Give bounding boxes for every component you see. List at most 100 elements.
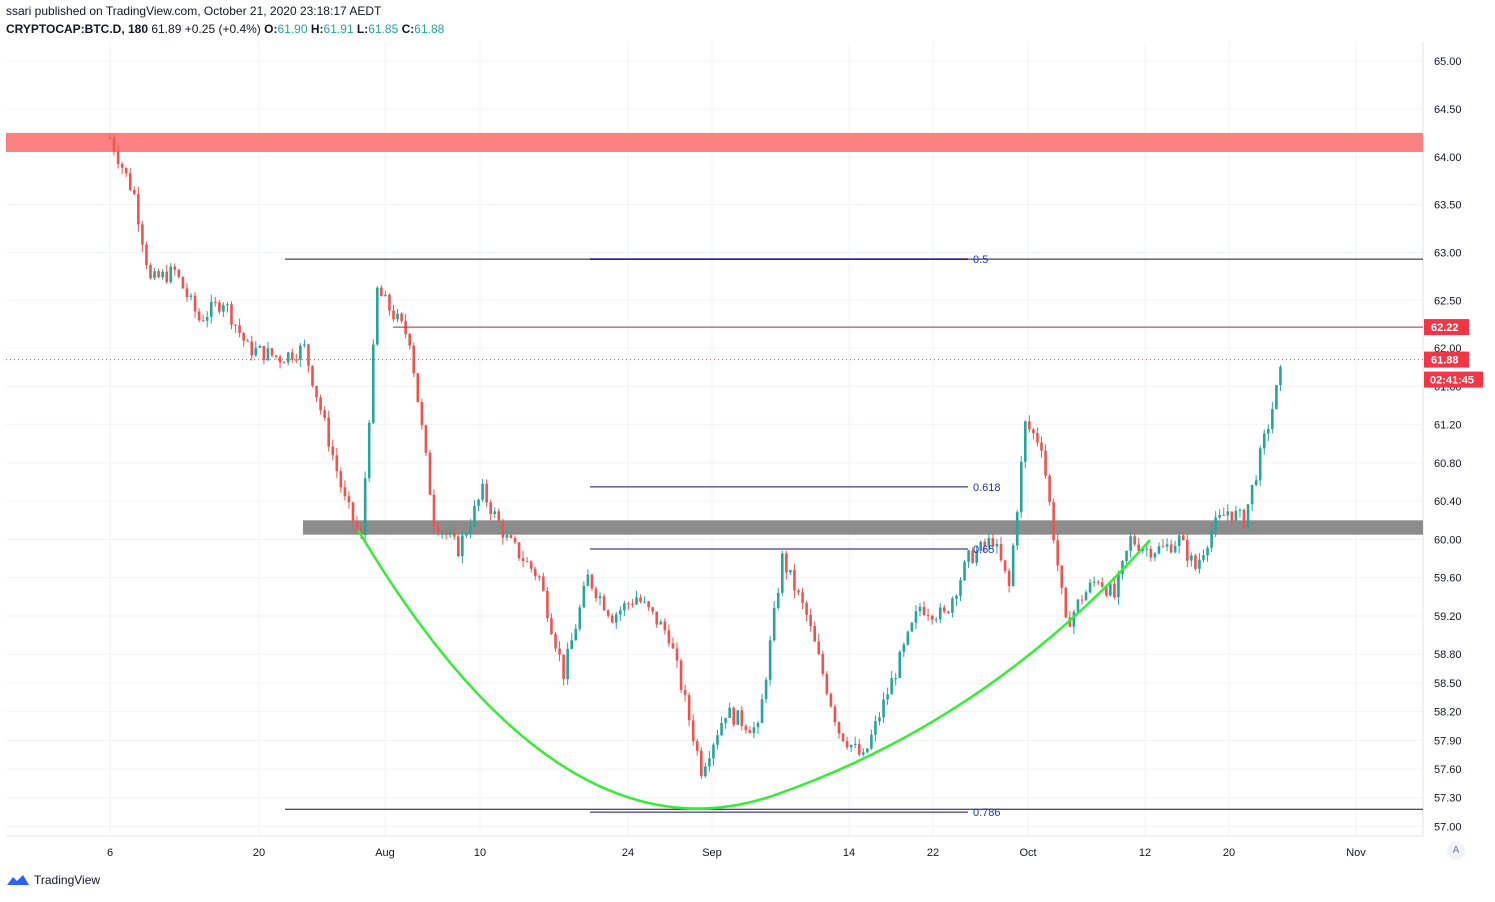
time-axis[interactable]: 6 20 Aug 10 24 Sep 14 22 Oct 12 20 Nov	[107, 847, 1366, 859]
candle-body	[380, 287, 383, 297]
candle-body	[853, 744, 857, 746]
candle-body	[862, 752, 865, 755]
candle-body	[870, 734, 873, 749]
candle-body	[270, 348, 274, 356]
candle-body	[432, 494, 436, 527]
candle-body	[1052, 502, 1055, 541]
candle-body	[396, 313, 399, 320]
candle-body	[513, 537, 517, 543]
high-value: 61.91	[323, 22, 354, 36]
candle-body	[546, 590, 549, 619]
price-tick-label: 63.00	[1434, 247, 1462, 259]
time-tick-label: Oct	[1019, 847, 1036, 859]
time-tick-label: 14	[843, 847, 855, 859]
candle-body	[1186, 540, 1189, 561]
price-axis[interactable]: 65.0064.5064.0063.5063.0062.5062.0061.60…	[1424, 56, 1483, 833]
price-tick-label: 61.20	[1434, 420, 1462, 432]
support-zone	[303, 520, 1423, 535]
candle-body	[327, 417, 330, 447]
candle-body	[197, 311, 201, 321]
candle-body	[594, 588, 598, 599]
candle-body	[493, 511, 497, 515]
candle-body	[1080, 599, 1084, 601]
candle-body	[290, 352, 294, 360]
candle-body	[716, 735, 719, 745]
price-tick-label: 59.60	[1434, 573, 1462, 585]
candle-body	[311, 365, 314, 386]
candle-body	[262, 346, 266, 361]
level-price-tag-bg	[1424, 319, 1469, 336]
candle-body	[1234, 510, 1238, 521]
candle-body	[890, 678, 893, 695]
candle-body	[181, 276, 185, 289]
candle-body	[712, 744, 715, 759]
candle-body	[1198, 559, 1201, 569]
candle-body	[748, 730, 752, 734]
candle-body	[1173, 545, 1177, 553]
candle-body	[408, 334, 411, 346]
candle-body	[744, 725, 748, 731]
candle-body	[1133, 536, 1136, 545]
candle-body	[461, 535, 464, 557]
candle-body	[687, 695, 691, 721]
candle-body	[529, 561, 533, 569]
candle-body	[894, 677, 897, 679]
candle-body	[554, 634, 557, 649]
candle-body	[675, 648, 679, 661]
candle-body	[756, 723, 760, 728]
candle-body	[813, 626, 816, 642]
candle-body	[234, 324, 237, 326]
candle-body	[1206, 547, 1209, 556]
candle-body	[918, 606, 922, 612]
candle-body	[995, 543, 999, 547]
candle-body	[691, 720, 695, 742]
candle-body	[667, 630, 671, 644]
candle-body	[242, 332, 245, 341]
candle-body	[833, 706, 837, 723]
grid	[6, 42, 1424, 837]
zones	[6, 132, 1423, 535]
candle-body	[679, 660, 683, 691]
candle-body	[1011, 545, 1015, 586]
candle-body	[732, 707, 735, 725]
candle-body	[922, 606, 926, 615]
price-tick-label: 58.80	[1434, 649, 1462, 661]
candle-body	[878, 717, 881, 722]
candle-body	[1190, 555, 1193, 561]
auto-scale-button[interactable]: A	[1447, 842, 1465, 860]
candle-body	[825, 673, 829, 694]
candle-body	[768, 640, 772, 680]
candle-body	[793, 569, 796, 591]
candle-body	[185, 288, 189, 298]
price-tick-label: 64.50	[1434, 104, 1462, 116]
resistance-zone	[6, 132, 1423, 153]
candle-body	[1003, 560, 1007, 571]
symbol-name[interactable]: CRYPTOCAP:BTC.D, 180	[6, 22, 149, 36]
candle-body	[1064, 587, 1068, 618]
candle-body	[785, 553, 788, 573]
candle-body	[959, 580, 962, 596]
candle-body	[938, 607, 942, 620]
candle-body	[295, 359, 298, 361]
candle-body	[124, 167, 128, 174]
candle-body	[153, 271, 156, 279]
candle-body	[910, 622, 914, 632]
candle-body	[566, 648, 569, 680]
time-tick-label: 6	[107, 847, 113, 859]
candle-body	[906, 631, 910, 645]
tradingview-logo[interactable]: TradingView	[6, 873, 100, 887]
candle-body	[335, 455, 339, 472]
candle-body	[258, 346, 262, 348]
time-tick-label: 10	[474, 847, 486, 859]
candle-body	[1129, 536, 1132, 551]
candle-body	[1060, 565, 1064, 588]
candle-body	[829, 693, 833, 707]
candle-body	[169, 266, 173, 283]
time-tick-label: Aug	[375, 847, 395, 859]
candle-body	[1032, 429, 1035, 434]
candle-body	[845, 741, 849, 748]
candle-body	[841, 733, 845, 742]
candle-body	[303, 344, 306, 346]
close-value: 61.88	[414, 22, 445, 36]
